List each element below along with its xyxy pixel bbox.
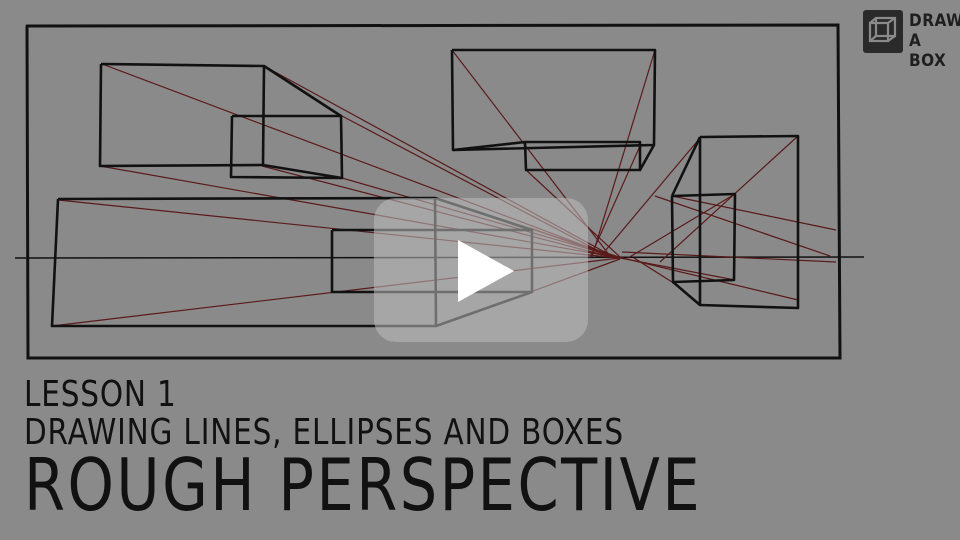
play-icon [458,240,514,302]
box-right [670,134,800,310]
frame-border [25,23,842,360]
box-top-middle [450,48,657,172]
draw-a-box-logo: DRAW A BOX [863,10,960,71]
logo-line-1: DRAW [909,11,960,31]
box-top-left [98,62,344,180]
box-logo-icon [863,10,903,53]
lesson-title-block: LESSON 1 DRAWING LINES, ELLIPSES AND BOX… [24,374,924,527]
logo-wordmark: DRAW A BOX [909,11,960,71]
play-button[interactable] [374,198,588,342]
lesson-number: LESSON 1 [24,374,177,415]
lesson-subtitle: DRAWING LINES, ELLIPSES AND BOXES [24,412,624,453]
logo-line-2: A BOX [909,31,947,71]
page-title: ROUGH PERSPECTIVE [24,443,703,527]
